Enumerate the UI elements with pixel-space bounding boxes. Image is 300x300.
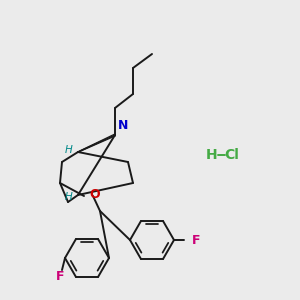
Text: H: H — [65, 145, 73, 155]
Text: N: N — [118, 119, 128, 132]
Text: F: F — [192, 233, 200, 247]
Text: Cl: Cl — [225, 148, 239, 162]
Text: O: O — [89, 188, 100, 200]
Text: F: F — [56, 271, 64, 284]
Text: H: H — [65, 192, 73, 202]
Text: H: H — [206, 148, 218, 162]
